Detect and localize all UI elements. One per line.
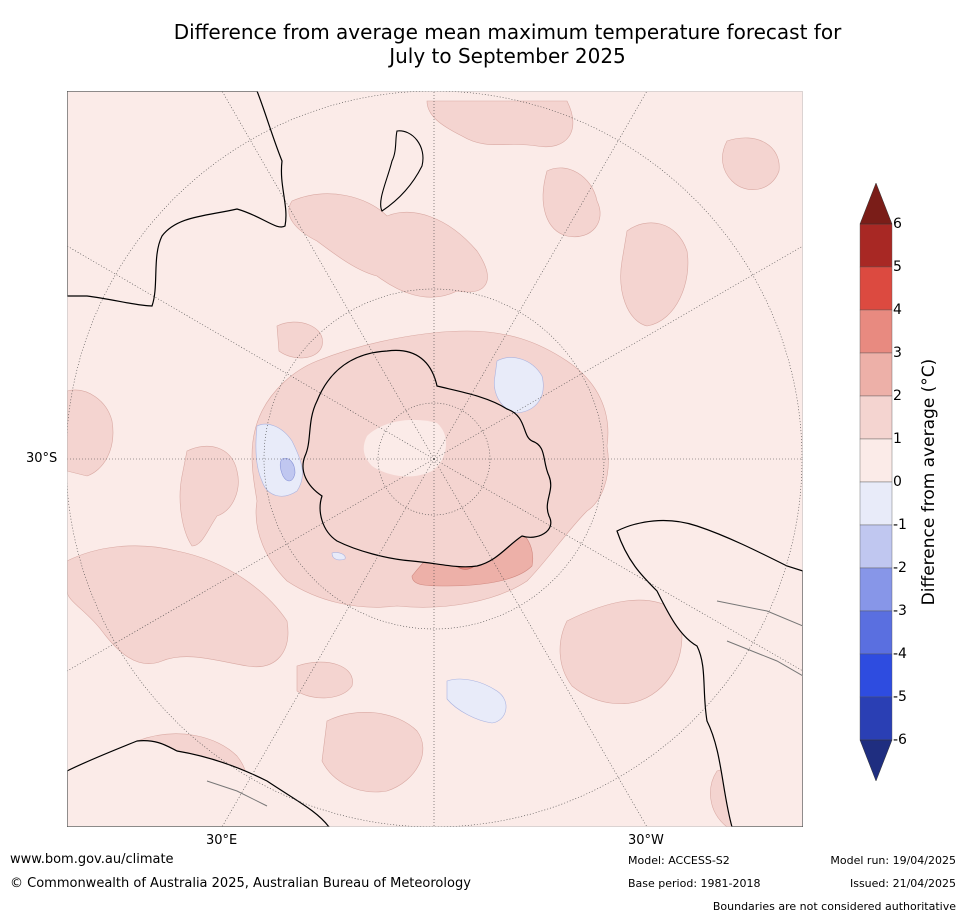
colorbar-tick-label: 4: [893, 302, 902, 318]
title-line-2: July to September 2025: [389, 44, 626, 68]
colorbar-tick-label: 1: [893, 431, 902, 447]
colorbar-bin: [859, 653, 893, 698]
new-zealand-coastline: [380, 130, 424, 212]
title-line-1: Difference from average mean maximum tem…: [173, 20, 842, 44]
colorbar-tick-label: 5: [893, 259, 902, 275]
graticule-circles: [67, 91, 803, 827]
footer-base-period: Base period: 1981-2018: [628, 877, 761, 890]
colorbar-tick-label: -6: [893, 732, 907, 748]
map-svg: [67, 91, 803, 827]
colorbar-tick-label: -2: [893, 560, 907, 576]
map-title: Difference from average mean maximum tem…: [60, 20, 955, 68]
footer-website[interactable]: www.bom.gov.au/climate: [10, 852, 174, 867]
colorbar-tick-label: 6: [893, 216, 902, 232]
colorbar-tick-label: -1: [893, 517, 907, 533]
colorbar-bin: [859, 438, 893, 483]
polar-map: [67, 91, 803, 827]
footer-issued: Issued: 21/04/2025: [849, 877, 956, 890]
colorbar-tick-label: -3: [893, 603, 907, 619]
map-frame: [67, 91, 803, 827]
footer-model-run: Model run: 19/04/2025: [830, 854, 956, 867]
colorbar: [850, 180, 920, 790]
colorbar-bins: [859, 223, 893, 741]
colorbar-bin: [859, 223, 893, 268]
lon-label-30e: 30°E: [206, 833, 238, 848]
south-america-coastline: [616, 519, 803, 827]
footer-copyright: © Commonwealth of Australia 2025, Austra…: [10, 876, 471, 891]
colorbar-bin: [859, 610, 893, 655]
colorbar-bin: [859, 266, 893, 311]
colorbar-tick-label: 3: [893, 345, 902, 361]
antarctica-inner-region: [363, 419, 447, 477]
colorbar-bin: [859, 481, 893, 526]
colorbar-label: Difference from average (°C): [919, 358, 939, 606]
colorbar-tick-label: -5: [893, 689, 907, 705]
colorbar-over-arrow: [859, 182, 893, 225]
colorbar-tick-label: 2: [893, 388, 902, 404]
colorbar-bin: [859, 524, 893, 569]
footer-model: Model: ACCESS-S2: [628, 854, 730, 867]
country-boundaries: [716, 600, 803, 677]
colorbar-tick-label: -4: [893, 646, 907, 662]
graticule-meridians: [67, 91, 803, 827]
anomaly-minus-2-to-minus-1-region: [279, 458, 296, 482]
colorbar-bin: [859, 395, 893, 440]
colorbar-svg: [859, 182, 893, 782]
colorbar-bin: [859, 696, 893, 741]
lat-label-30s: 30°S: [26, 451, 58, 466]
africa-boundaries: [206, 780, 268, 807]
lon-label-30w: 30°W: [628, 833, 664, 848]
footer-disclaimer: Boundaries are not considered authoritat…: [712, 900, 956, 913]
africa-coastline: [67, 740, 330, 827]
colorbar-bin: [859, 352, 893, 397]
colorbar-tick-label: 0: [893, 474, 902, 490]
australia-coastline: [67, 91, 287, 307]
colorbar-under-arrow: [859, 739, 893, 782]
colorbar-bin: [859, 309, 893, 354]
colorbar-bin: [859, 567, 893, 612]
